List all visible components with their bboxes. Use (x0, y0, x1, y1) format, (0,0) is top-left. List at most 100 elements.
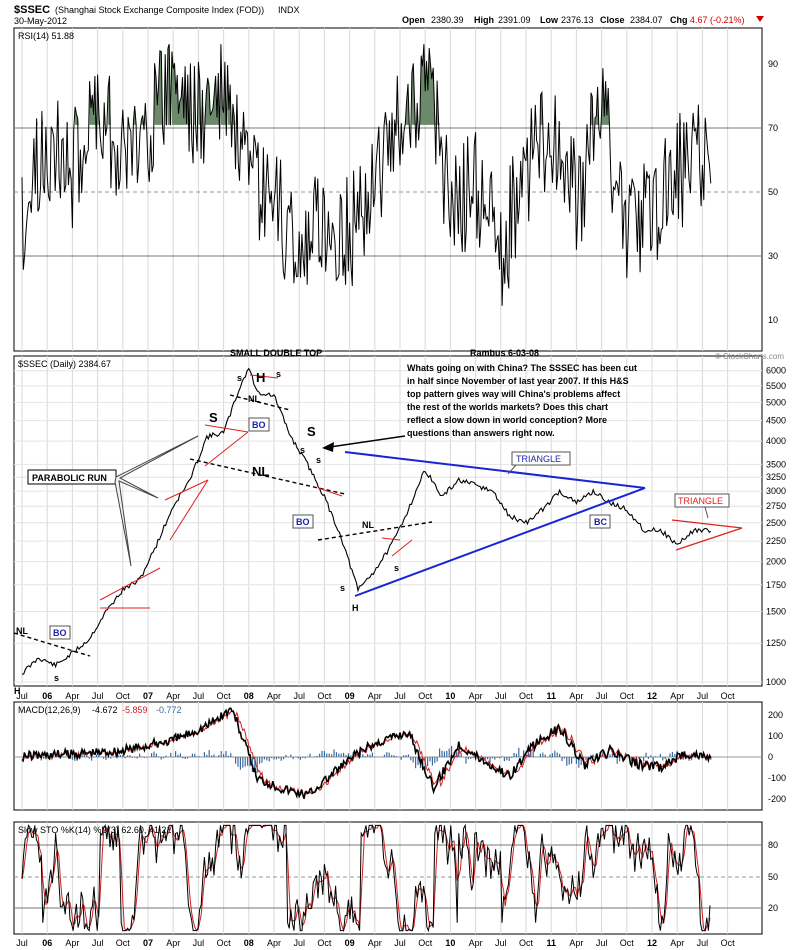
x-tick-label: Apr (267, 691, 281, 701)
x-tick-label: Apr (569, 691, 583, 701)
rsi-tick-50: 50 (768, 187, 778, 197)
x-tick-label: Apr (65, 938, 79, 948)
label-s-right: S (307, 424, 316, 439)
price-tick-label: 2000 (766, 557, 786, 567)
label-s-early: s (54, 673, 59, 683)
x-tick-label: 09 (345, 938, 355, 948)
sto-tick-20: 20 (768, 903, 778, 913)
comment-arrow (322, 435, 406, 452)
x-tick-label: Oct (116, 691, 131, 701)
price-tick-label: 4500 (766, 416, 786, 426)
x-tick-label: 06 (42, 938, 52, 948)
label-s-peak2: s (316, 455, 321, 465)
x-tick-label: Jul (16, 938, 28, 948)
chart-exchange: INDX (278, 5, 300, 15)
comment-line-6: questions than answers right now. (407, 428, 555, 438)
comment-line-3: top pattern gives way will China's probl… (407, 389, 620, 399)
label-bc: BC (594, 517, 607, 527)
rsi-legend: RSI(14) 51.88 (18, 31, 74, 41)
macd-legend-value: -4.672 (92, 705, 118, 715)
author-note: Rambus 6-03-08 (470, 348, 539, 358)
macd-legend-signal: -5.859 (122, 705, 148, 715)
x-tick-label: 09 (345, 691, 355, 701)
x-tick-label: 11 (546, 938, 556, 948)
x-tick-label: Apr (368, 938, 382, 948)
price-tick-label: 1250 (766, 638, 786, 648)
sto-axis-ticks: 80 50 20 (768, 840, 778, 913)
label-s-bottom-left: s (340, 583, 345, 593)
x-tick-label: Oct (418, 938, 433, 948)
parabolic-run-callout: PARABOLIC RUN (27, 435, 199, 567)
macd-tick-0: 0 (768, 752, 773, 762)
x-tick-label: Jul (495, 938, 507, 948)
label-s-bottom-right: s (394, 563, 399, 573)
macd-tick-200: 200 (768, 710, 783, 720)
x-tick-label: Apr (65, 691, 79, 701)
label-bo-3: BO (296, 517, 310, 527)
open-label: Open (402, 15, 425, 25)
x-tick-label: 07 (143, 938, 153, 948)
x-tick-label: Oct (721, 938, 736, 948)
macd-axis-ticks: 200 100 0 -100 -200 (768, 710, 786, 804)
rsi-tick-10: 10 (768, 315, 778, 325)
high-value: 2391.09 (498, 15, 531, 25)
small-double-top-title: SMALL DOUBLE TOP (230, 348, 322, 358)
vertical-gridlines (21, 28, 729, 934)
rsi-fill (232, 103, 236, 125)
label-s-left-small: s (237, 373, 242, 383)
comment-block: Whats going on with China? The SSSEC has… (407, 363, 637, 438)
x-tick-label: Apr (569, 938, 583, 948)
x-tick-label: Apr (670, 691, 684, 701)
x-tick-label: Jul (293, 938, 305, 948)
x-tick-label: Oct (519, 938, 534, 948)
x-tick-label: Oct (620, 938, 635, 948)
label-h-top: H (256, 370, 265, 385)
x-tick-label: Apr (670, 938, 684, 948)
x-tick-label: Jul (193, 691, 205, 701)
x-tick-label: Oct (217, 938, 232, 948)
chart-date: 30-May-2012 (14, 16, 67, 26)
x-tick-label: Jul (697, 938, 709, 948)
comment-line-4: the rest of the worlds markets? Does thi… (407, 402, 608, 412)
blue-triangle (344, 451, 646, 597)
x-tick-label: Jul (697, 691, 709, 701)
chart-index-name: (Shanghai Stock Exchange Composite Index… (55, 5, 264, 15)
x-tick-label: Jul (394, 691, 406, 701)
price-tick-label: 3250 (766, 472, 786, 482)
x-tick-label: Oct (519, 691, 534, 701)
x-tick-label: Jul (596, 691, 608, 701)
x-tick-label: Apr (166, 938, 180, 948)
x-tick-label: Jul (495, 691, 507, 701)
rsi-reference-lines (14, 127, 762, 257)
down-triangle-icon (756, 16, 764, 22)
x-tick-label: 12 (647, 691, 657, 701)
parabolic-run-label: PARABOLIC RUN (32, 473, 107, 483)
necklines (13, 394, 433, 657)
price-tick-label: 1500 (766, 607, 786, 617)
label-bo-1: BO (53, 628, 67, 638)
ohlc-readout: Open 2380.39 High 2391.09 Low 2376.13 Cl… (402, 15, 745, 25)
macd-line (21, 707, 712, 799)
x-tick-label: Oct (217, 691, 232, 701)
comment-line-2: in half since November of last year 2007… (407, 376, 629, 386)
macd-legend-name: MACD(12,26,9) (18, 705, 81, 715)
pattern-labels: H S s S s s s NL NL NL NL H s s s H (14, 369, 399, 696)
chart-symbol: $SSEC (14, 4, 50, 16)
label-nl-main: NL (252, 464, 269, 479)
macd-legend-hist: -0.772 (156, 705, 182, 715)
rsi-tick-70: 70 (768, 123, 778, 133)
low-label: Low (540, 15, 559, 25)
rsi-panel-frame (13, 27, 763, 352)
x-tick-label: 07 (143, 691, 153, 701)
x-tick-label: Oct (317, 691, 332, 701)
x-tick-label: Jul (92, 938, 104, 948)
label-s-peak1: s (300, 445, 305, 455)
price-tick-label: 2750 (766, 501, 786, 511)
comment-line-1: Whats going on with China? The SSSEC has… (407, 363, 637, 373)
high-label: High (474, 15, 494, 25)
price-tick-label: 6000 (766, 366, 786, 376)
x-tick-label: Apr (166, 691, 180, 701)
label-s-left: S (209, 410, 218, 425)
x-tick-label: Jul (293, 691, 305, 701)
